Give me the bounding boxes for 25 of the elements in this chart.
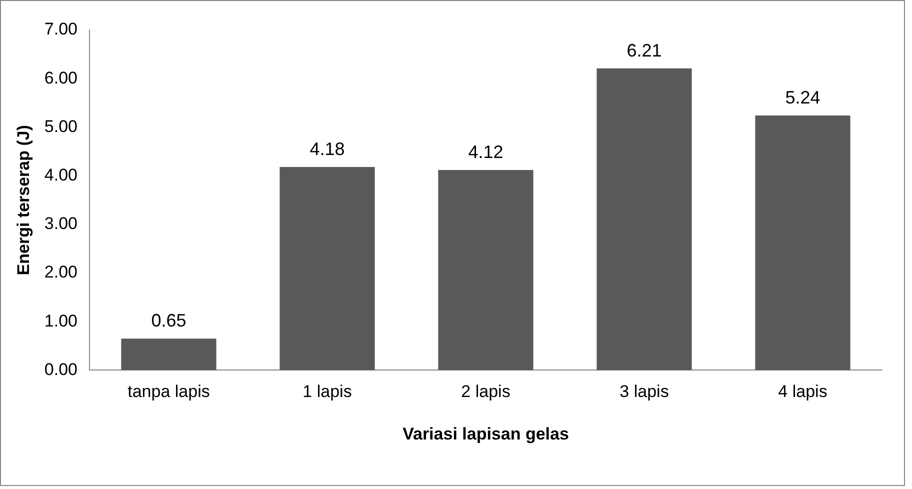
bar [755, 116, 850, 370]
x-tick-label: 3 lapis [620, 382, 669, 402]
y-tick-label: 3.00 [44, 214, 78, 234]
y-tick-label: 7.00 [44, 20, 78, 39]
y-axis-title: Energi terserap (J) [14, 124, 33, 276]
bar [438, 170, 534, 370]
x-tick-label: tanpa lapis [128, 382, 210, 402]
y-tick-label: 1.00 [44, 311, 78, 330]
data-label: 4.18 [310, 139, 345, 160]
data-label: 0.65 [151, 310, 186, 331]
data-label: 5.24 [785, 88, 820, 108]
y-tick-label: 0.00 [44, 360, 78, 379]
x-tick-label: 1 lapis [302, 382, 352, 402]
x-axis-title: Variasi lapisan gelas [402, 424, 569, 444]
x-tick-label: 4 lapis [778, 382, 828, 402]
y-tick-label: 2.00 [44, 262, 78, 282]
y-tick-label: 4.00 [44, 165, 78, 184]
x-tick-label: 2 lapis [461, 382, 510, 402]
bar [280, 167, 375, 370]
bar [121, 338, 216, 370]
y-tick-label: 5.00 [44, 116, 78, 136]
y-tick-label: 6.00 [44, 68, 78, 88]
data-label: 4.12 [468, 142, 504, 162]
bar [596, 68, 692, 370]
data-label: 6.21 [626, 40, 662, 60]
